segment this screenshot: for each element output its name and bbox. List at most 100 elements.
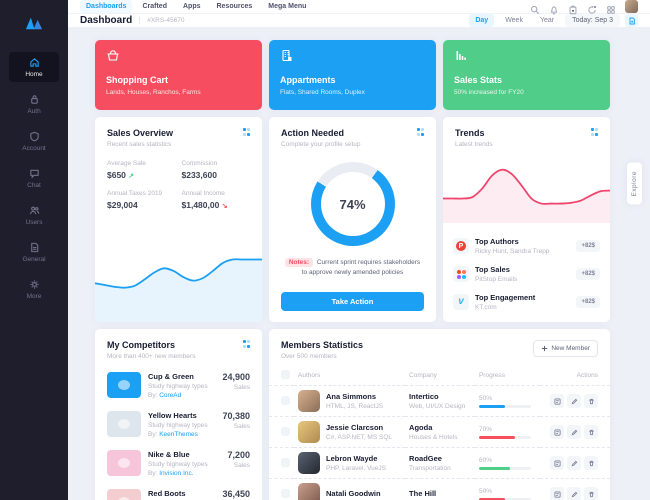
product-thumbnail[interactable]: [107, 372, 141, 398]
card-header: Trends Latest trends: [443, 117, 610, 148]
card-subtitle: Latest trends: [455, 141, 493, 148]
stat-cards-row: Shopping Cart Lands, Houses, Ranchos, Fa…: [95, 40, 610, 110]
stat-card-title: Sales Stats: [454, 75, 503, 85]
notifications-bell-icon[interactable]: [549, 2, 559, 15]
range-tab-year[interactable]: Year: [539, 17, 555, 24]
nav-resources[interactable]: Resources: [216, 3, 253, 10]
sidebar: Home Auth Account Chat Users General: [0, 0, 68, 500]
card-title: Members Statistics: [281, 340, 364, 350]
row-checkbox[interactable]: [281, 396, 290, 405]
sidebar-item-users[interactable]: Users: [9, 200, 59, 230]
column-actions: Actions: [576, 372, 598, 379]
nav-mega-menu[interactable]: Mega Menu: [268, 3, 307, 10]
edit-button[interactable]: [567, 425, 581, 439]
sidebar-item-label: General: [22, 256, 46, 263]
bar-chart-icon: [454, 49, 599, 65]
select-all-checkbox[interactable]: [281, 370, 290, 379]
avatar: [298, 483, 320, 500]
trends-chart: [443, 151, 610, 223]
card-subtitle: Complete your profile setup: [281, 141, 361, 148]
card-header: My Competitors More than 400+ new member…: [95, 329, 262, 360]
card-title: My Competitors: [107, 340, 176, 350]
table-row: Natali Goodwin The Hill: [269, 478, 610, 500]
plus-icon: [542, 345, 548, 352]
notebook-button[interactable]: [550, 456, 564, 470]
pencil-icon: [571, 460, 577, 466]
edit-button[interactable]: [567, 456, 581, 470]
notebook-icon: [553, 428, 561, 436]
row-checkbox[interactable]: [281, 458, 290, 467]
row-checkbox[interactable]: [281, 489, 290, 498]
explore-tab[interactable]: Explore: [627, 163, 642, 205]
stat-card-sales-stats[interactable]: Sales Stats 50% increased for FY20: [443, 40, 610, 110]
drag-dots-icon[interactable]: [242, 340, 250, 348]
row-checkbox[interactable]: [281, 427, 290, 436]
card-header: Sales Overview Recent sales statistics: [95, 117, 262, 148]
range-tab-week[interactable]: Week: [505, 17, 523, 24]
product-thumbnail[interactable]: [107, 411, 141, 437]
trend-item-top-sales[interactable]: Top Sales PitStop Emails +82$: [453, 260, 600, 288]
apps-grid-icon[interactable]: [606, 2, 616, 14]
progress-label: 70%: [478, 425, 492, 433]
new-document-button[interactable]: [625, 14, 638, 27]
stat-card-shopping-cart[interactable]: Shopping Cart Lands, Houses, Ranchos, Fa…: [95, 40, 262, 110]
vendor-link[interactable]: KeenThemes: [159, 431, 198, 438]
notebook-button[interactable]: [550, 425, 564, 439]
product-thumbnail[interactable]: [107, 489, 141, 500]
tasks-clipboard-icon[interactable]: [568, 2, 578, 14]
sidebar-item-home[interactable]: Home: [9, 52, 59, 82]
edit-button[interactable]: [567, 394, 581, 408]
delete-button[interactable]: [584, 456, 598, 470]
users-icon: [29, 206, 39, 215]
trend-item-top-engagement[interactable]: v Top Engagement KT.com +82$: [453, 288, 600, 316]
building-icon: [280, 49, 425, 65]
widgets-row: Sales Overview Recent sales statistics A…: [95, 117, 610, 322]
new-member-button[interactable]: New Member: [533, 340, 598, 357]
sidebar-item-general[interactable]: General: [9, 237, 59, 267]
sidebar-item-account[interactable]: Account: [9, 126, 59, 156]
vendor-link[interactable]: Invision Inc.: [159, 470, 194, 477]
stat-annual-income: Annual Income $1,480,00 ↘: [181, 190, 228, 210]
main-column: Dashboards Crafted Apps Resources Mega M…: [68, 0, 650, 500]
column-authors: Authors: [298, 372, 321, 379]
nav-apps[interactable]: Apps: [182, 3, 201, 10]
refresh-timer-icon[interactable]: [587, 2, 597, 14]
delete-button[interactable]: [584, 425, 598, 439]
notebook-button[interactable]: [550, 487, 564, 500]
trash-icon: [588, 398, 594, 404]
product-thumbnail[interactable]: [107, 450, 141, 476]
today-date-button[interactable]: Today: Sep 3: [565, 14, 620, 27]
user-avatar[interactable]: [625, 0, 638, 13]
take-action-button[interactable]: Take Action: [281, 292, 424, 311]
stat-card-subtitle: Lands, Houses, Ranchos, Farms: [106, 89, 201, 96]
sidebar-item-more[interactable]: More: [9, 274, 59, 304]
delete-button[interactable]: [584, 394, 598, 408]
nav-crafted[interactable]: Crafted: [142, 3, 167, 10]
figma-icon: [453, 266, 469, 282]
range-tab-day[interactable]: Day: [469, 14, 495, 27]
drag-dots-icon[interactable]: [590, 128, 598, 136]
drag-dots-icon[interactable]: [242, 128, 250, 136]
vendor-link[interactable]: CoreAd: [159, 392, 182, 399]
list-item: Nike & Blue Study highway types By: Invi…: [107, 444, 250, 483]
shopping-cart-icon: [106, 49, 251, 65]
stat-card-appartments[interactable]: Appartments Flats, Shared Rooms, Duplex: [269, 40, 436, 110]
trend-item-top-authors[interactable]: P Top Authors Ricky Hunt, Sandra Trepp +…: [453, 232, 600, 260]
trend-down-icon: ↘: [221, 203, 228, 210]
delete-button[interactable]: [584, 487, 598, 500]
sidebar-item-chat[interactable]: Chat: [9, 163, 59, 193]
file-plus-icon: [629, 17, 635, 24]
notebook-button[interactable]: [550, 394, 564, 408]
gear-icon: [29, 280, 39, 289]
edit-button[interactable]: [567, 487, 581, 500]
content-area: Shopping Cart Lands, Houses, Ranchos, Fa…: [68, 27, 650, 500]
shield-icon: [29, 131, 39, 142]
sidebar-item-label: Auth: [27, 108, 41, 115]
sidebar-item-label: More: [26, 293, 42, 300]
app-logo[interactable]: [0, 0, 68, 46]
nav-dashboards[interactable]: Dashboards: [80, 0, 133, 13]
drag-dots-icon[interactable]: [416, 128, 424, 136]
sidebar-item-auth[interactable]: Auth: [9, 89, 59, 119]
search-icon[interactable]: [530, 2, 540, 14]
logo-mark-icon: [25, 17, 43, 30]
